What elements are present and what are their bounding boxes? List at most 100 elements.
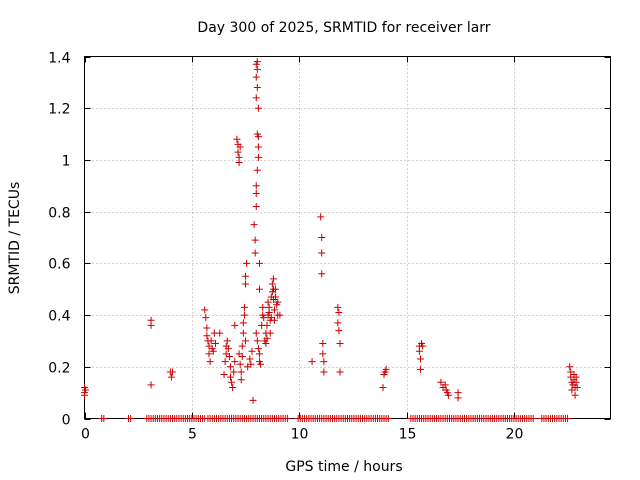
- data-point: [267, 314, 275, 322]
- data-point: [254, 345, 262, 353]
- data-point: [240, 311, 248, 319]
- data-point: [320, 358, 328, 366]
- data-point: [226, 373, 234, 381]
- data-point: [276, 311, 284, 319]
- data-point: [229, 383, 237, 391]
- data-point: [252, 73, 260, 81]
- data-point: [263, 334, 271, 342]
- data-point: [264, 298, 272, 306]
- data-point: [226, 363, 234, 371]
- data-point: [253, 166, 261, 174]
- y-axis-label: SRMTID / TECUs: [7, 182, 23, 295]
- data-point: [203, 324, 211, 332]
- data-point: [252, 190, 260, 198]
- plot-frame: [84, 56, 611, 419]
- data-point: [437, 378, 445, 386]
- x-tick-label: 20: [506, 427, 524, 443]
- data-point: [236, 360, 244, 368]
- data-point: [265, 308, 273, 316]
- data-point: [147, 321, 155, 329]
- data-point: [82, 386, 90, 394]
- data-point: [272, 293, 280, 301]
- data-point: [334, 303, 342, 311]
- chart-title: Day 300 of 2025, SRMTID for receiver lar…: [197, 20, 490, 36]
- data-point: [203, 332, 211, 340]
- x-tick-label: 5: [188, 427, 197, 443]
- data-point: [266, 329, 274, 337]
- data-point: [242, 272, 250, 280]
- data-point: [251, 236, 259, 244]
- data-point: [454, 394, 462, 402]
- data-point: [240, 303, 248, 311]
- data-point: [237, 368, 245, 376]
- data-point: [263, 321, 271, 329]
- data-point: [444, 391, 452, 399]
- data-point: [335, 308, 343, 316]
- data-point: [207, 337, 215, 345]
- grid: [84, 56, 611, 419]
- data-point: [255, 259, 263, 267]
- x-tick-label: 15: [399, 427, 417, 443]
- data-point: [416, 355, 424, 363]
- data-point: [259, 303, 267, 311]
- data-point: [81, 391, 88, 399]
- data-point: [250, 221, 258, 229]
- data-point: [419, 342, 427, 350]
- data-point: [268, 280, 276, 288]
- data-point: [220, 371, 228, 379]
- data-point: [336, 340, 344, 348]
- data-point: [254, 133, 262, 141]
- data-point: [224, 345, 232, 353]
- data-point: [249, 396, 257, 404]
- data-point: [242, 280, 250, 288]
- data-point: [564, 415, 572, 422]
- data-point: [252, 329, 260, 337]
- data-point: [247, 360, 255, 368]
- data-point: [127, 415, 135, 422]
- data-point: [234, 148, 242, 156]
- data-point: [253, 84, 261, 92]
- y-tick-label: 0.2: [48, 361, 70, 377]
- data-point: [246, 355, 254, 363]
- data-point: [319, 350, 327, 358]
- data-point: [319, 340, 327, 348]
- data-point: [566, 363, 574, 371]
- y-tick-label: 1.4: [48, 51, 70, 67]
- data-point: [571, 391, 579, 399]
- data-point: [255, 285, 263, 293]
- data-point: [257, 360, 265, 368]
- data-point: [243, 259, 251, 267]
- data-point: [274, 298, 282, 306]
- data-point: [318, 234, 326, 241]
- data-point: [269, 285, 277, 293]
- data-point: [169, 368, 177, 376]
- data-point: [100, 415, 108, 422]
- data-point: [251, 249, 259, 257]
- data-point: [252, 94, 260, 102]
- data-point: [320, 368, 328, 376]
- data-point: [205, 350, 213, 358]
- data-point: [308, 358, 316, 366]
- data-point: [238, 352, 246, 360]
- data-point: [336, 368, 344, 376]
- data-point: [335, 327, 343, 335]
- data-point: [260, 314, 268, 322]
- data-point: [248, 347, 256, 355]
- data-point: [572, 378, 580, 386]
- data-point: [206, 358, 214, 366]
- data-point: [147, 381, 155, 389]
- data-point: [318, 270, 326, 278]
- data-point: [334, 319, 342, 327]
- data-point: [416, 365, 424, 373]
- data-point: [235, 159, 243, 167]
- data-point: [236, 143, 244, 151]
- data-point: [216, 329, 224, 337]
- data-point: [262, 340, 270, 348]
- y-tick-label: 0.6: [48, 257, 70, 273]
- data-point: [529, 415, 537, 422]
- y-tick-label: 1: [62, 154, 71, 170]
- data-point: [209, 347, 217, 355]
- data-point: [253, 58, 261, 66]
- y-tick-label: 1.2: [48, 102, 70, 118]
- data-point: [384, 415, 392, 422]
